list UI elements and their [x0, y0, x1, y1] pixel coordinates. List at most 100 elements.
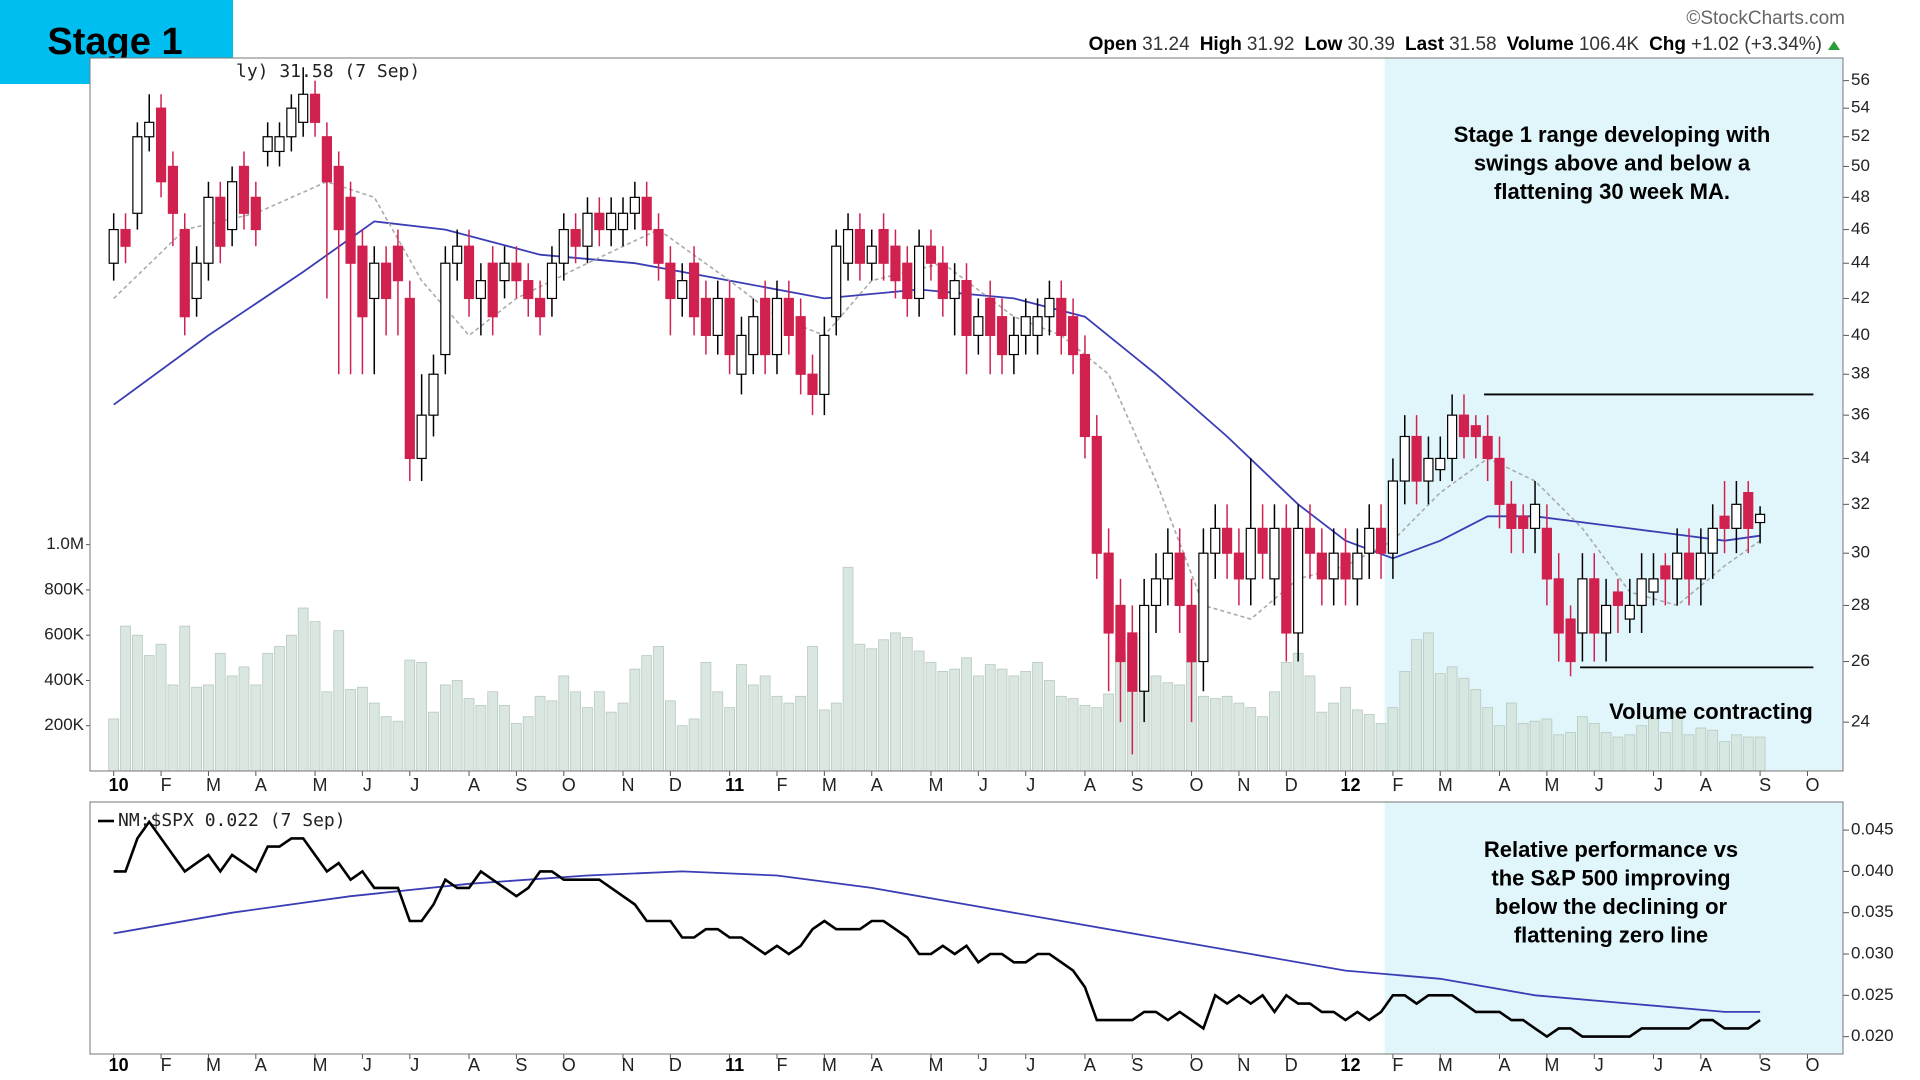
candle-body	[606, 212, 617, 231]
annotation: swings above and below a	[1474, 150, 1751, 175]
candle-body	[985, 297, 996, 336]
y-tick-label: 26	[1851, 651, 1870, 670]
change-arrow	[1828, 41, 1840, 50]
candle-body	[819, 334, 830, 396]
candle-body	[475, 280, 486, 300]
candle-body	[1032, 316, 1043, 336]
volume-bar	[617, 702, 629, 772]
y-tick-label: 38	[1851, 364, 1870, 383]
candle-body	[1743, 491, 1754, 529]
x-tick-label: S	[1759, 775, 1771, 795]
candle-body	[179, 228, 190, 318]
candle-body	[1340, 552, 1351, 580]
y-tick-label: 30	[1851, 543, 1870, 562]
candle-body	[321, 136, 332, 183]
candle-body	[617, 212, 629, 231]
candle-body	[866, 245, 877, 264]
candle-body	[1447, 414, 1458, 460]
candle-body	[1411, 435, 1422, 482]
candle-body	[1008, 334, 1019, 356]
candle-body	[1198, 552, 1209, 663]
volume-bar	[854, 643, 866, 772]
volume-bar	[487, 691, 499, 772]
candle-body	[712, 297, 723, 336]
volume-bar	[1079, 704, 1091, 772]
x-tick-label: F	[161, 775, 172, 795]
y-tick-label: 0.040	[1851, 861, 1894, 880]
candle-body	[878, 228, 889, 264]
x-tick-label: F	[1392, 775, 1403, 795]
volume-bar	[605, 711, 617, 772]
volume-bar	[179, 625, 191, 772]
x-tick-label: M	[206, 775, 221, 795]
volume-bar	[1588, 723, 1600, 772]
candle-body	[534, 297, 546, 318]
volume-bar	[226, 675, 238, 772]
volume-bar	[629, 668, 641, 772]
candle-body	[629, 196, 640, 214]
candle-body	[783, 297, 794, 336]
volume-bar	[534, 695, 546, 772]
candle-body	[428, 373, 439, 416]
x-tick-label: N	[622, 1055, 635, 1075]
volume-bar	[830, 702, 842, 772]
annotation: Volume contracting	[1609, 699, 1813, 724]
x-tick-label: M	[313, 775, 328, 795]
x-tick-label: 11	[725, 1055, 744, 1075]
volume-bar	[1411, 639, 1422, 772]
volume-bar	[143, 655, 155, 772]
candle-body	[191, 262, 202, 300]
volume-bar	[1707, 729, 1719, 772]
candle-body	[1044, 297, 1055, 318]
candle-body	[1328, 552, 1339, 580]
x-tick-label: A	[871, 1055, 883, 1075]
candle-body	[1068, 316, 1079, 356]
candle-body	[1304, 527, 1316, 554]
candle-body	[771, 297, 783, 356]
candle-body	[1281, 527, 1292, 634]
volume-bar	[1363, 714, 1375, 772]
candle-body	[1056, 297, 1067, 336]
volume-bar	[1482, 707, 1494, 772]
stat-value: 31.24	[1142, 34, 1190, 55]
volume-bar	[368, 702, 380, 772]
volume-bar	[676, 725, 688, 772]
volume-tick-label: 800K	[44, 579, 84, 598]
candle-body	[167, 165, 179, 214]
volume-bar	[238, 666, 250, 772]
y-tick-label: 0.030	[1851, 944, 1894, 963]
volume-bar	[214, 652, 226, 772]
x-tick-label: N	[1237, 1055, 1250, 1075]
volume-bar	[1434, 673, 1446, 772]
candle-body	[392, 245, 404, 282]
x-tick-label: M	[928, 1055, 943, 1075]
volume-bar	[285, 634, 297, 772]
x-tick-label: F	[1392, 1055, 1403, 1075]
x-tick-label: N	[1237, 775, 1250, 795]
volume-bar	[1055, 695, 1067, 772]
volume-bar	[499, 704, 510, 772]
y-tick-label: 34	[1851, 448, 1870, 467]
y-tick-label: 44	[1851, 253, 1870, 272]
x-tick-label: J	[363, 775, 372, 795]
y-tick-label: 42	[1851, 288, 1870, 307]
candle-body	[1139, 604, 1150, 692]
volume-bar	[1505, 702, 1517, 772]
volume-bar	[392, 720, 404, 772]
candle-body	[452, 245, 463, 264]
candle-body	[1233, 552, 1245, 580]
candle-body	[132, 136, 143, 214]
volume-bar	[1423, 632, 1434, 772]
candle-body	[594, 212, 605, 231]
candle-body	[653, 228, 664, 264]
volume-bar	[1612, 736, 1624, 772]
volume-bar	[700, 661, 712, 772]
candle-body	[1127, 632, 1138, 692]
candle-body	[925, 245, 937, 264]
volume-bar	[203, 684, 214, 772]
x-tick-label: O	[1805, 1055, 1819, 1075]
x-tick-label: A	[1084, 1055, 1096, 1075]
candle-body	[736, 334, 747, 375]
x-tick-label: J	[363, 1055, 372, 1075]
candle-body	[665, 262, 676, 300]
